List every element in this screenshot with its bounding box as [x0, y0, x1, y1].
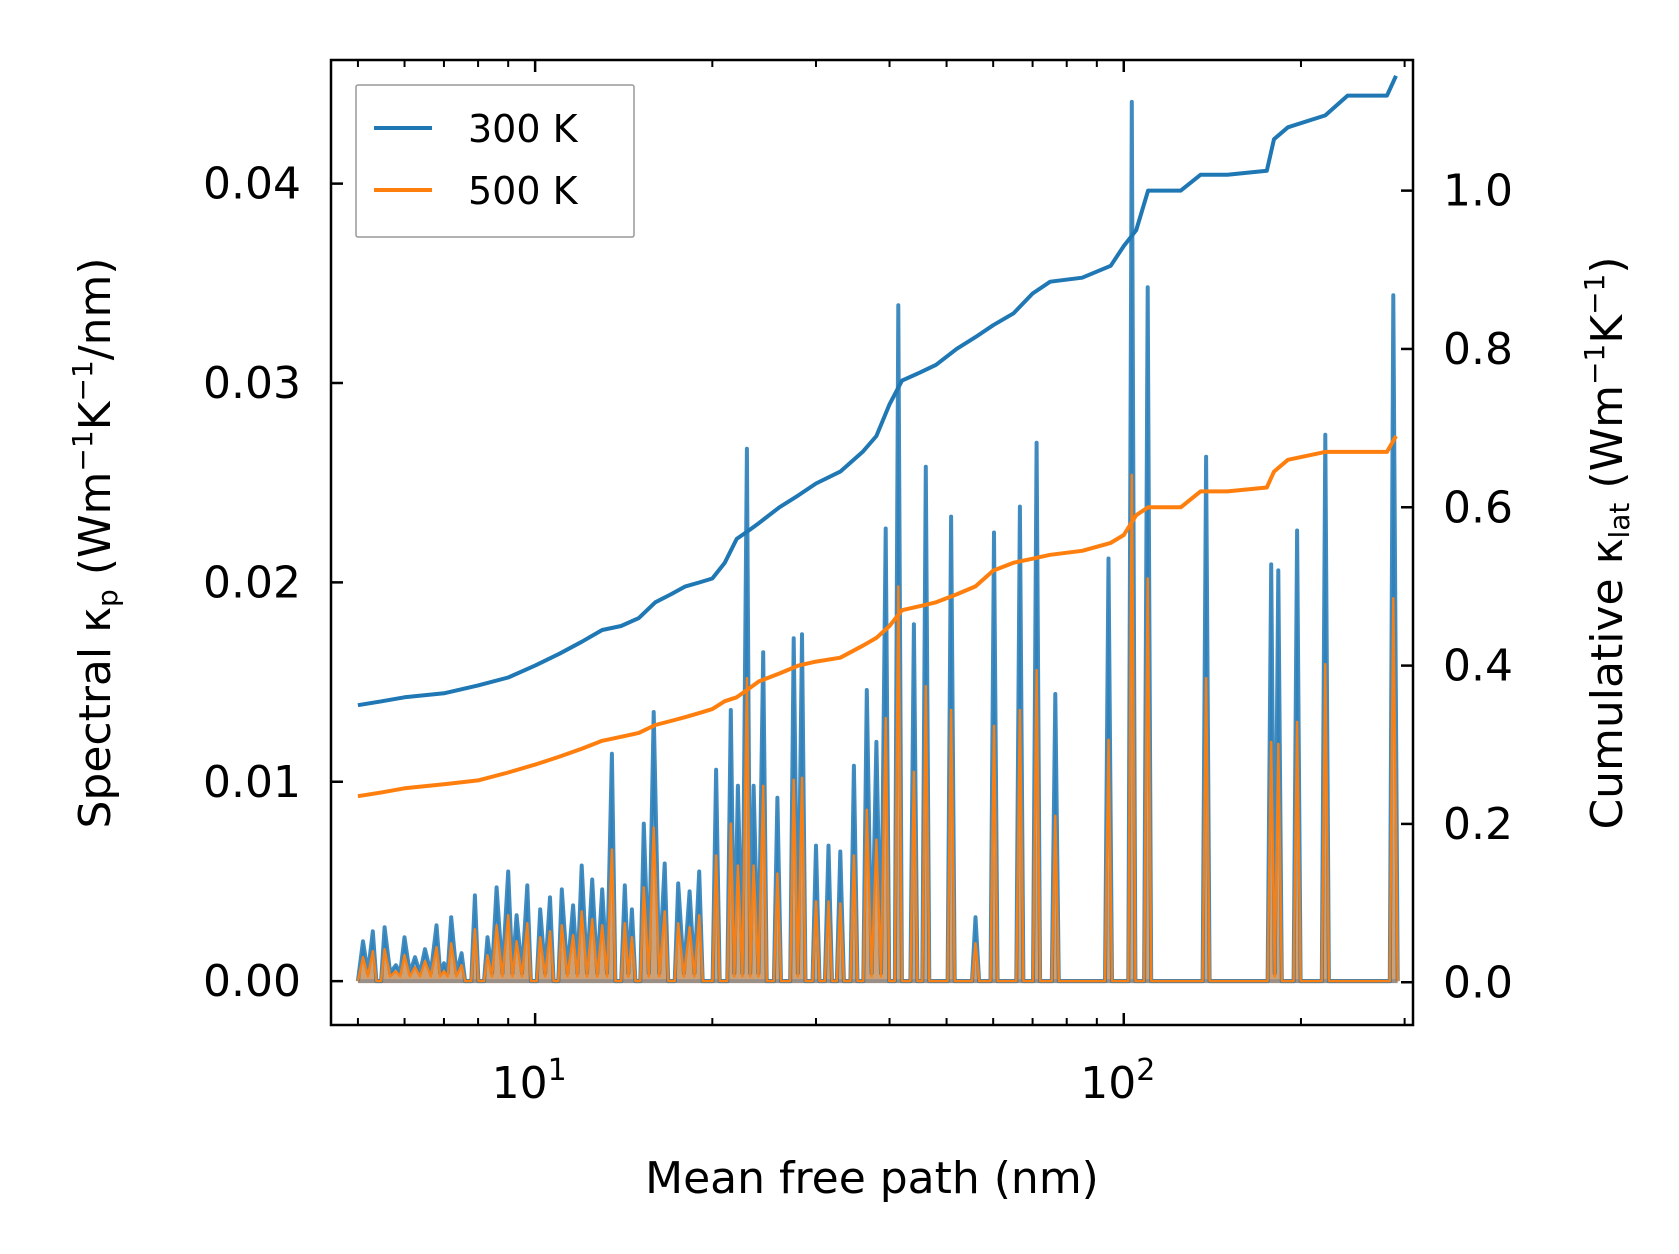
x-tick-label: 102 — [1080, 1053, 1155, 1109]
y-tick-label-left: 0.01 — [203, 757, 301, 808]
y-tick-label-right: 0.6 — [1443, 482, 1513, 533]
y-tick-label-right: 0.8 — [1443, 324, 1513, 375]
y-tick-label-right: 0.0 — [1443, 957, 1513, 1008]
spectral-line-layer — [355, 99, 1400, 984]
x-tick-label: 101 — [492, 1053, 567, 1109]
legend-box — [355, 84, 635, 238]
spectral-line-500k — [356, 473, 1399, 983]
y-axis-label-left: Spectral κp (Wm−1K−1/nm) — [66, 257, 124, 828]
y-tick-label-right: 1.0 — [1443, 166, 1513, 217]
y-tick-label-left: 0.03 — [203, 358, 301, 409]
y-tick-label-right: 0.2 — [1443, 799, 1513, 850]
y-tick-label-left: 0.00 — [203, 956, 301, 1007]
y-axis-label-right: Cumulative κlat (Wm−1K−1) — [1578, 256, 1636, 829]
cumulative-line-500k — [357, 435, 1398, 799]
cumulative-line-layer — [357, 74, 1398, 799]
y-tick-label-left: 0.04 — [203, 159, 301, 210]
cumulative-line-300k — [357, 74, 1398, 708]
legend-label-300k: 300 K — [468, 107, 579, 151]
plot-frame — [329, 58, 1415, 1027]
legend: 300 K 500 K — [355, 84, 635, 238]
legend-label-500k: 500 K — [468, 169, 579, 213]
y-tick-label-left: 0.02 — [203, 557, 301, 608]
x-axis-label: Mean free path (nm) — [645, 1153, 1099, 1204]
y-tick-label-right: 0.4 — [1443, 641, 1513, 692]
tick-layer: 0.00 0.01 0.02 0.03 0.04 0.0 0.2 0.4 0.6 0.8 1.0 10… — [203, 60, 1513, 1109]
